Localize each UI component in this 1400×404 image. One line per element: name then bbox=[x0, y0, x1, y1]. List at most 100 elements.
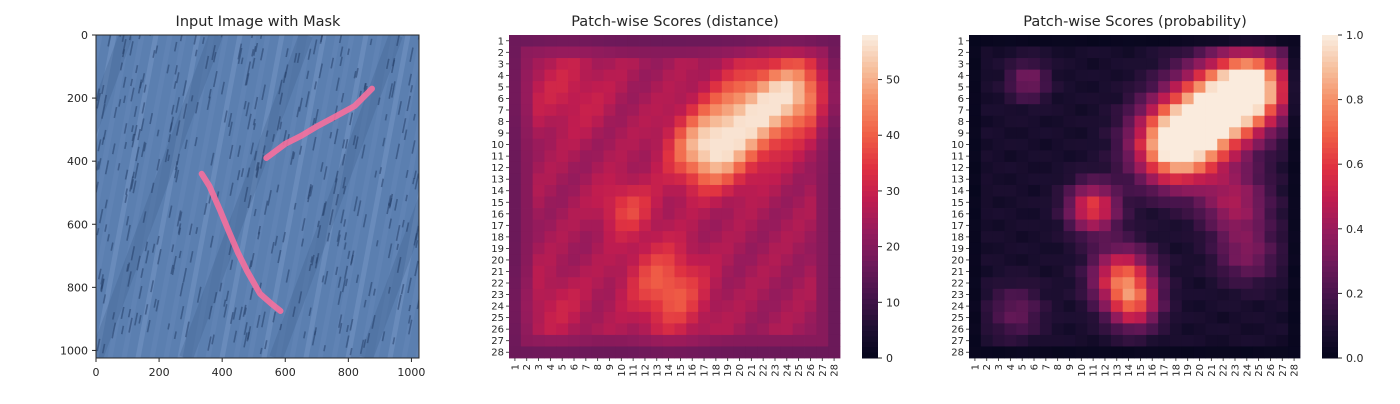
heatmap-cell bbox=[509, 231, 522, 244]
fabric-dash bbox=[267, 189, 272, 206]
fabric-dash bbox=[341, 153, 346, 166]
heatmap-cell bbox=[721, 323, 735, 336]
fabric-dash bbox=[140, 118, 145, 132]
fabric-dash bbox=[296, 52, 301, 64]
heatmap-cell bbox=[1039, 288, 1053, 301]
colorbar-segment bbox=[1322, 298, 1338, 305]
heatmap-cell bbox=[1039, 184, 1053, 197]
heatmap-cell bbox=[1181, 277, 1195, 290]
heatmap-cell bbox=[1028, 346, 1041, 359]
heatmap-cell bbox=[509, 265, 522, 278]
heatmap-cell bbox=[969, 138, 982, 151]
heatmap-cell bbox=[733, 208, 746, 220]
colorbar-segment bbox=[862, 314, 878, 321]
heatmap-cell bbox=[603, 138, 616, 151]
heatmap-cell bbox=[816, 231, 829, 244]
heatmap-cell bbox=[509, 104, 522, 117]
fabric-dash bbox=[155, 45, 159, 54]
heatmap-cell bbox=[579, 184, 593, 197]
heatmap-cell bbox=[733, 35, 746, 47]
heatmap-cell bbox=[745, 127, 758, 140]
heatmap-cell bbox=[1252, 81, 1265, 94]
heatmap-cell bbox=[698, 254, 711, 267]
heatmap-cell bbox=[780, 254, 794, 267]
heatmap-cell bbox=[1181, 138, 1195, 151]
heatmap-cell bbox=[556, 334, 569, 347]
heatmap-cell bbox=[1240, 58, 1254, 71]
heatmap-cell bbox=[544, 127, 557, 140]
heatmap-cell bbox=[662, 58, 675, 71]
heatmap-cell bbox=[1099, 58, 1112, 71]
heatmap-cell bbox=[816, 138, 829, 151]
fabric-dash bbox=[408, 73, 413, 86]
heatmap-cell bbox=[1146, 173, 1159, 186]
heatmap-cell bbox=[1252, 69, 1265, 82]
heatmap-cell bbox=[603, 127, 616, 140]
fabric-dash bbox=[125, 188, 128, 195]
heatmap-cell bbox=[650, 104, 664, 117]
heatmap-cell bbox=[757, 254, 770, 267]
heatmap-cell bbox=[1099, 69, 1112, 82]
heatmap-cell bbox=[1240, 323, 1254, 336]
fabric-dash bbox=[408, 304, 412, 312]
heatmap-cell bbox=[980, 69, 994, 82]
heatmap-cell bbox=[1134, 138, 1147, 151]
heatmap-cell bbox=[1028, 196, 1041, 209]
heatmap-cell bbox=[556, 300, 569, 313]
heatmap-cell bbox=[1146, 334, 1159, 347]
heatmap-cell bbox=[1028, 323, 1041, 336]
heatmap-cell bbox=[1205, 104, 1218, 117]
heatmap-cell bbox=[1181, 196, 1195, 209]
fabric-stripe bbox=[247, 35, 313, 358]
heatmap-cell bbox=[662, 184, 675, 197]
heatmap-cell bbox=[1229, 277, 1242, 290]
fabric-dash bbox=[251, 49, 255, 57]
heatmap-cell bbox=[780, 346, 794, 359]
fabric-dash bbox=[240, 57, 244, 65]
row-label: 19 bbox=[951, 244, 964, 255]
heatmap-cell bbox=[1217, 196, 1230, 209]
heatmap-cell bbox=[568, 242, 581, 255]
heatmap-cell bbox=[1158, 346, 1171, 359]
heatmap-cell bbox=[1252, 115, 1265, 128]
heatmap-cell bbox=[650, 254, 664, 267]
heatmap-cell bbox=[556, 242, 569, 255]
heatmap-cell bbox=[568, 300, 581, 313]
heatmap-cell bbox=[1240, 161, 1254, 174]
fabric-dash bbox=[300, 238, 305, 247]
heatmap-cell bbox=[792, 277, 805, 290]
heatmap-cell bbox=[1169, 346, 1183, 359]
heatmap-cell bbox=[1193, 81, 1206, 94]
colorbar-segment bbox=[862, 250, 878, 257]
fabric-dash bbox=[131, 133, 135, 142]
heatmap-cell bbox=[1229, 104, 1242, 117]
heatmap-cell bbox=[969, 196, 982, 209]
heatmap-cell bbox=[591, 254, 604, 267]
heatmap-cell bbox=[1217, 161, 1230, 174]
heatmap-cell bbox=[757, 311, 770, 324]
heatmap-cell bbox=[520, 58, 534, 71]
row-label: 28 bbox=[491, 348, 504, 359]
heatmap-cell bbox=[1039, 58, 1053, 71]
heatmap-cell bbox=[674, 346, 687, 359]
heatmap-cell bbox=[1146, 46, 1159, 59]
fabric-dash bbox=[133, 105, 138, 118]
heatmap-cell bbox=[1276, 242, 1289, 255]
heatmap-cell bbox=[745, 69, 758, 82]
heatmap-cell bbox=[650, 346, 664, 359]
heatmap-cell bbox=[1087, 254, 1100, 267]
heatmap-cell bbox=[1193, 138, 1206, 151]
heatmap-cell bbox=[828, 300, 841, 313]
fabric-dash bbox=[176, 210, 182, 227]
fabric-dash bbox=[405, 169, 409, 178]
heatmap-cell bbox=[1181, 35, 1195, 47]
heatmap-cell bbox=[686, 104, 699, 117]
plot-frame bbox=[95, 34, 420, 359]
heatmap-cell bbox=[1004, 92, 1017, 105]
heatmap-cell bbox=[733, 265, 746, 278]
fabric-dash bbox=[394, 198, 399, 211]
fabric-dash bbox=[134, 312, 139, 326]
heatmap-cell bbox=[1217, 184, 1230, 197]
heatmap-cell bbox=[757, 173, 770, 186]
heatmap-cell bbox=[579, 115, 593, 128]
